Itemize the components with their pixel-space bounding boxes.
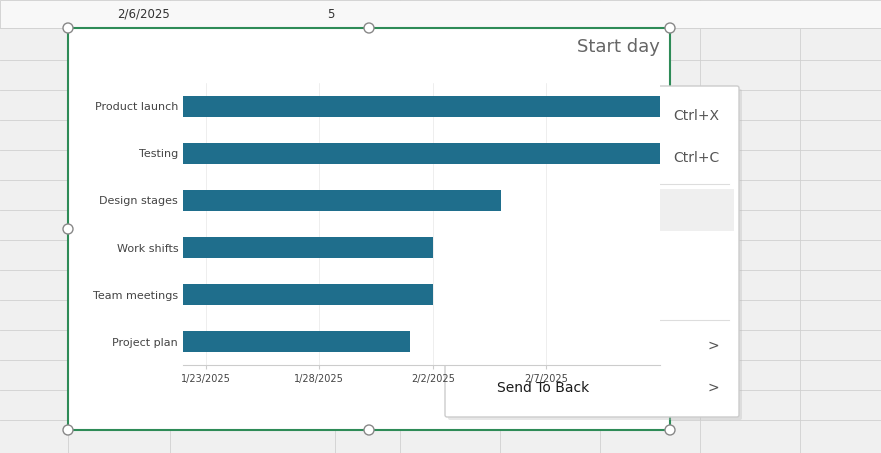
Circle shape — [63, 224, 73, 234]
Bar — [183, 237, 433, 258]
Text: Send To Back: Send To Back — [497, 381, 589, 395]
Bar — [459, 284, 479, 304]
FancyBboxPatch shape — [448, 89, 742, 420]
Text: Copy: Copy — [497, 150, 532, 164]
Text: Bring To Front: Bring To Front — [497, 338, 593, 352]
Bar — [183, 143, 660, 164]
Circle shape — [665, 23, 675, 33]
Bar — [183, 96, 660, 117]
Bar — [183, 284, 433, 305]
Circle shape — [665, 224, 675, 234]
Bar — [450, 188, 734, 231]
Circle shape — [63, 23, 73, 33]
Text: >: > — [707, 381, 719, 395]
Bar — [68, 28, 670, 430]
Text: Alt Text...: Alt Text... — [497, 286, 561, 300]
Bar — [459, 148, 479, 168]
Text: Cut: Cut — [497, 109, 521, 122]
Circle shape — [364, 23, 374, 33]
Circle shape — [63, 425, 73, 435]
Text: >: > — [707, 338, 719, 352]
Circle shape — [665, 425, 675, 435]
Circle shape — [364, 425, 374, 435]
Bar — [0, 0, 881, 28]
Text: Start day: Start day — [577, 38, 660, 56]
Text: ☜: ☜ — [529, 222, 542, 237]
Text: 5: 5 — [328, 8, 335, 20]
Bar — [459, 106, 479, 125]
Bar — [183, 190, 501, 211]
Text: Ctrl+C: Ctrl+C — [673, 150, 719, 164]
FancyBboxPatch shape — [445, 86, 739, 417]
Text: Ctrl+X: Ctrl+X — [673, 109, 719, 122]
Text: Format: Format — [497, 245, 546, 259]
Bar — [68, 28, 670, 430]
Bar — [459, 199, 479, 220]
Text: Select Data: Select Data — [497, 202, 578, 217]
Bar — [183, 331, 411, 352]
Text: 2/6/2025: 2/6/2025 — [117, 8, 170, 20]
Bar — [459, 241, 479, 261]
